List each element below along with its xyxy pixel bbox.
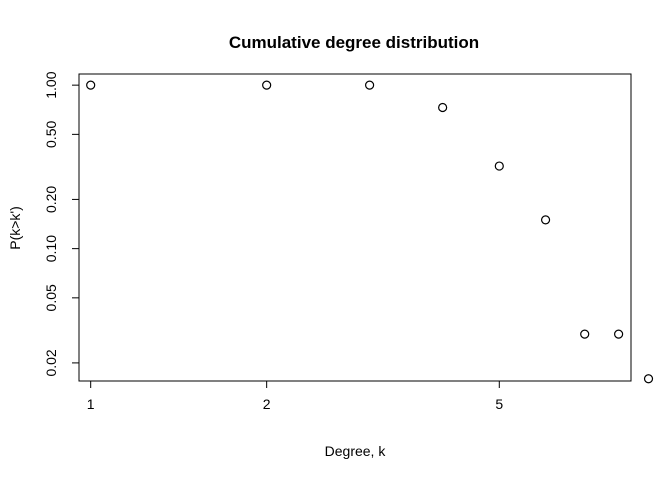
- plot-area: [78, 73, 632, 382]
- data-point: [614, 329, 624, 339]
- y-tick-label: 0.50: [43, 121, 59, 148]
- y-tick-label: 1.00: [43, 71, 59, 98]
- data-point: [365, 80, 375, 90]
- chart-title: Cumulative degree distribution: [229, 33, 479, 52]
- x-axis: 1 2 5: [87, 380, 503, 412]
- data-point: [86, 80, 96, 90]
- y-tick-label: 0.20: [43, 186, 59, 213]
- data-points: [86, 80, 654, 384]
- y-tick-label: 0.10: [43, 235, 59, 262]
- x-tick-label: 1: [87, 396, 95, 412]
- x-tick-label: 2: [263, 396, 271, 412]
- data-point: [643, 374, 654, 384]
- y-axis-label: P(k>k'): [7, 206, 23, 250]
- data-point: [494, 161, 504, 171]
- y-axis: 0.02 0.05 0.10 0.20 0.50 1.00: [43, 71, 80, 377]
- x-tick-label: 5: [495, 396, 503, 412]
- x-axis-label: Degree, k: [325, 443, 387, 459]
- y-tick-label: 0.05: [43, 284, 59, 311]
- data-point: [580, 329, 590, 339]
- data-point: [262, 80, 272, 90]
- data-point: [438, 102, 448, 113]
- y-tick-label: 0.02: [43, 349, 59, 376]
- data-point: [540, 215, 551, 225]
